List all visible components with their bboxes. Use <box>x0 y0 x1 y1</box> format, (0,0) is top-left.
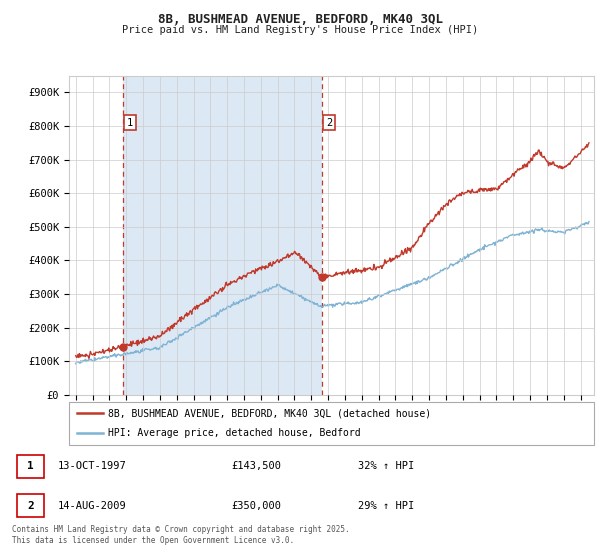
Text: 1: 1 <box>127 118 133 128</box>
Text: £350,000: £350,000 <box>231 501 281 511</box>
Bar <box>122 76 322 395</box>
Text: 8B, BUSHMEAD AVENUE, BEDFORD, MK40 3QL: 8B, BUSHMEAD AVENUE, BEDFORD, MK40 3QL <box>157 13 443 26</box>
Text: Contains HM Land Registry data © Crown copyright and database right 2025.
This d: Contains HM Land Registry data © Crown c… <box>12 525 350 545</box>
Text: 2: 2 <box>27 501 34 511</box>
FancyBboxPatch shape <box>17 455 44 478</box>
Text: Price paid vs. HM Land Registry's House Price Index (HPI): Price paid vs. HM Land Registry's House … <box>122 25 478 35</box>
Text: HPI: Average price, detached house, Bedford: HPI: Average price, detached house, Bedf… <box>109 428 361 438</box>
Text: 29% ↑ HPI: 29% ↑ HPI <box>358 501 414 511</box>
Text: 8B, BUSHMEAD AVENUE, BEDFORD, MK40 3QL (detached house): 8B, BUSHMEAD AVENUE, BEDFORD, MK40 3QL (… <box>109 408 431 418</box>
Text: 2: 2 <box>326 118 332 128</box>
FancyBboxPatch shape <box>69 402 594 445</box>
Text: 32% ↑ HPI: 32% ↑ HPI <box>358 461 414 472</box>
Text: £143,500: £143,500 <box>231 461 281 472</box>
Text: 13-OCT-1997: 13-OCT-1997 <box>58 461 127 472</box>
Text: 14-AUG-2009: 14-AUG-2009 <box>58 501 127 511</box>
FancyBboxPatch shape <box>17 494 44 517</box>
Text: 1: 1 <box>27 461 34 472</box>
